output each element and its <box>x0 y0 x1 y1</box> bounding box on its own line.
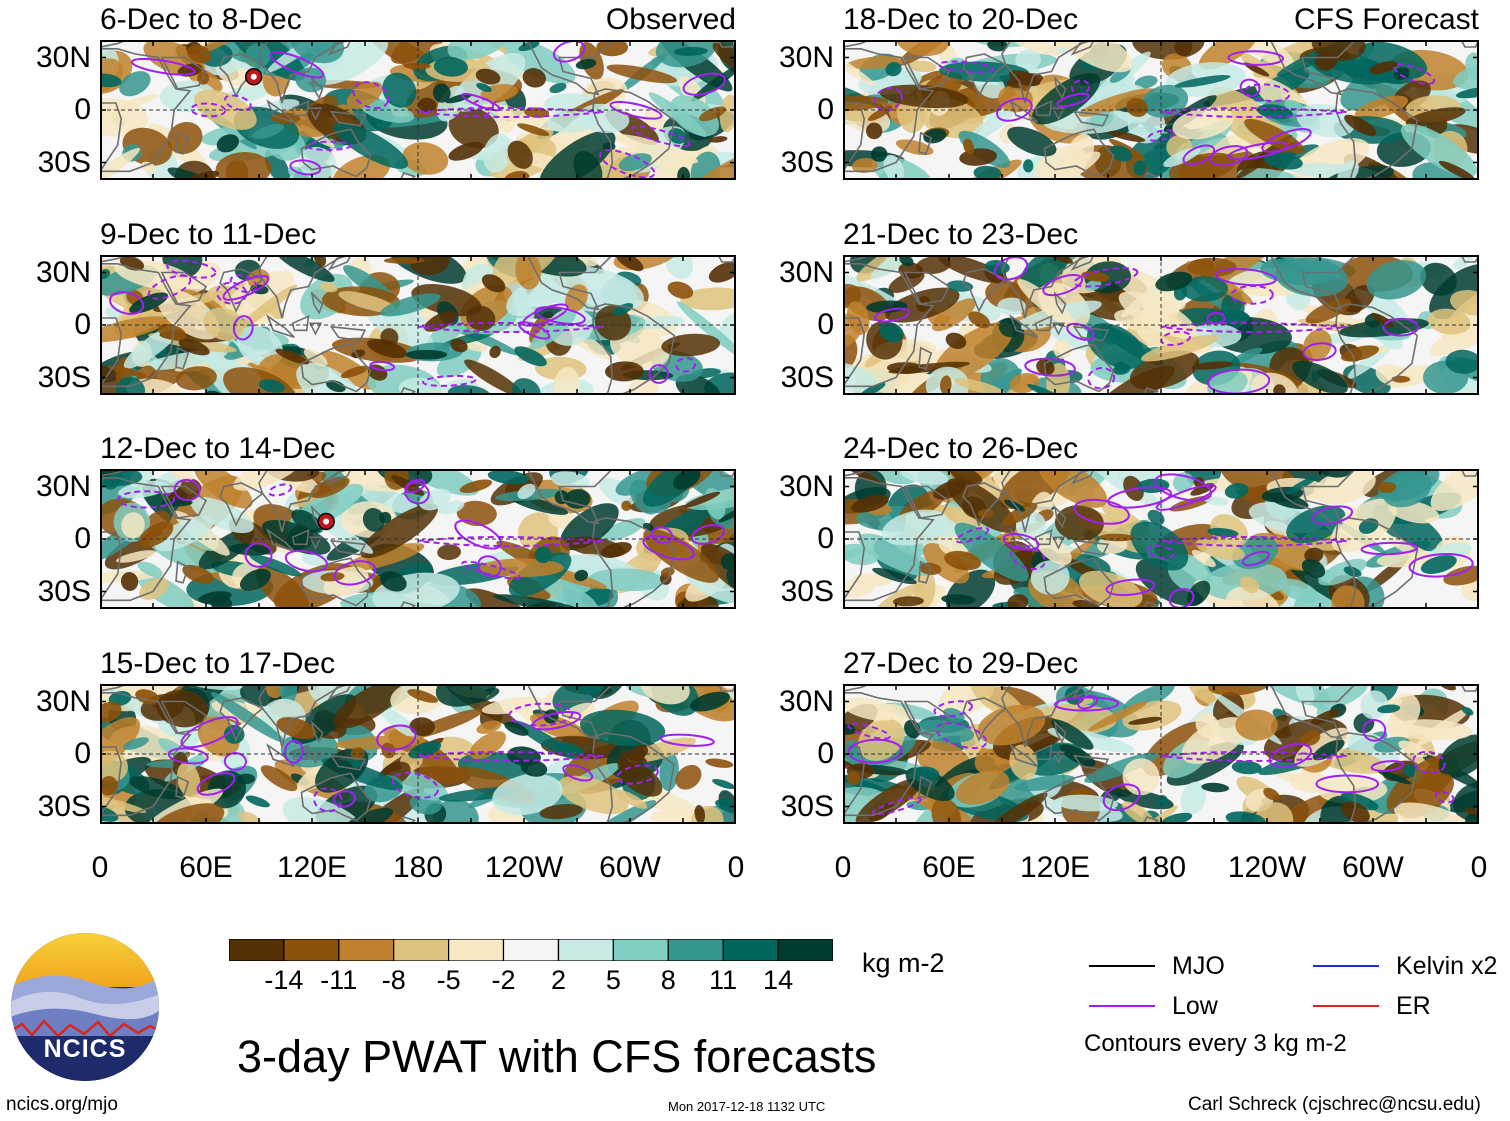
y-tick-label: 0 <box>817 737 834 770</box>
colorbar-tick-label: -8 <box>381 965 406 995</box>
colorbar-tick-label: -2 <box>491 965 516 995</box>
y-tick-label: 30N <box>778 255 834 289</box>
y-tick-label: 0 <box>74 93 91 126</box>
x-tick-label: 180 <box>392 851 444 884</box>
x-tick-label: 60W <box>1342 851 1404 884</box>
footer-credit: Carl Schreck (cjschrec@ncsu.edu) <box>1188 1094 1481 1115</box>
map-panel-2 <box>100 255 736 395</box>
y-tick-label: 30S <box>37 145 91 179</box>
colorbar-swatch <box>722 938 779 962</box>
ncics-logo-graphic <box>11 933 159 1081</box>
y-tick-label: 30N <box>35 469 91 503</box>
legend-line <box>1313 965 1379 967</box>
colorbar-swatch <box>228 938 285 962</box>
colorbar-tick-label: 8 <box>660 965 676 995</box>
y-tick-label: 30S <box>37 789 91 823</box>
colorbar-swatch <box>283 938 340 962</box>
colorbar-swatch <box>338 938 395 962</box>
x-tick-label: 0 <box>727 851 745 884</box>
colorbar-units: kg m-2 <box>862 948 945 978</box>
colorbar-swatch <box>557 938 615 962</box>
x-tick-label: 180 <box>1135 851 1187 884</box>
ncics-logo: NCICS <box>10 932 160 1082</box>
y-tick-label: 30N <box>35 255 91 289</box>
y-tick-label: 30S <box>780 145 834 179</box>
y-tick-label: 30S <box>780 574 834 608</box>
y-tick-label: 30N <box>778 469 834 503</box>
panel-period-title: 18-Dec to 20-Dec <box>843 3 1079 36</box>
y-tick-label: 30S <box>37 574 91 608</box>
panel-period-title: 6-Dec to 8-Dec <box>100 3 302 36</box>
y-tick-label: 0 <box>817 308 834 341</box>
y-tick-label: 0 <box>74 308 91 341</box>
x-tick-label: 60W <box>599 851 661 884</box>
legend-line <box>1089 1005 1155 1007</box>
logo-text: NCICS <box>43 1035 127 1063</box>
y-tick-label: 30N <box>778 40 834 74</box>
y-tick-label: 0 <box>74 737 91 770</box>
panel-period-title: 24-Dec to 26-Dec <box>843 432 1079 465</box>
legend-label: ER <box>1396 992 1431 1020</box>
colorbar-tick-label: 2 <box>550 965 566 995</box>
y-tick-label: 30S <box>37 360 91 394</box>
y-tick-label: 0 <box>817 93 834 126</box>
colorbar-swatch <box>612 938 669 962</box>
panel-period-title: 27-Dec to 29-Dec <box>843 647 1079 680</box>
x-tick-label: 120W <box>484 851 564 884</box>
x-tick-label: 60E <box>922 851 976 884</box>
colorbar-swatch <box>393 938 450 962</box>
footer-timestamp: Mon 2017-12-18 1132 UTC <box>668 1099 826 1114</box>
y-tick-label: 30N <box>35 40 91 74</box>
legend-line <box>1089 965 1155 967</box>
colorbar-swatch <box>667 938 724 962</box>
y-tick-label: 0 <box>74 522 91 555</box>
legend-label: Kelvin x2 <box>1396 952 1498 980</box>
legend-label: Low <box>1172 992 1218 1020</box>
y-tick-label: 30N <box>778 684 834 718</box>
panel-period-title: 21-Dec to 23-Dec <box>843 218 1079 251</box>
map-panel-1 <box>100 40 736 180</box>
colorbar-swatch <box>448 938 505 962</box>
legend-label: MJO <box>1172 952 1225 980</box>
x-tick-label: 120E <box>276 851 348 884</box>
colorbar-graphic <box>228 938 834 962</box>
colorbar-tick-label: 11 <box>709 965 738 995</box>
chart-title: 3-day PWAT with CFS forecasts <box>237 1031 877 1082</box>
colorbar <box>228 938 834 962</box>
colorbar-tick-label: -11 <box>320 965 358 995</box>
map-panel-5 <box>843 40 1479 180</box>
map-panel-4 <box>100 684 736 824</box>
colorbar-tick-label: 14 <box>763 965 794 995</box>
colorbar-swatch <box>502 938 560 962</box>
contour-note: Contours every 3 kg m-2 <box>1084 1030 1347 1057</box>
x-tick-label: 0 <box>834 851 852 884</box>
colorbar-tick-label: 5 <box>605 965 621 995</box>
panel-period-title: 12-Dec to 14-Dec <box>100 432 336 465</box>
x-tick-label: 120E <box>1019 851 1091 884</box>
column-header: CFS Forecast <box>1293 3 1479 36</box>
map-panel-7 <box>843 469 1479 609</box>
y-tick-label: 30S <box>780 789 834 823</box>
x-tick-label: 0 <box>1470 851 1488 884</box>
y-tick-label: 0 <box>817 522 834 555</box>
colorbar-swatch <box>777 938 834 962</box>
y-tick-label: 30N <box>35 684 91 718</box>
panel-period-title: 9-Dec to 11-Dec <box>100 218 317 251</box>
panel-period-title: 15-Dec to 17-Dec <box>100 647 336 680</box>
column-header: Observed <box>605 3 736 36</box>
x-tick-label: 0 <box>91 851 109 884</box>
map-panel-8 <box>843 684 1479 824</box>
map-panel-6 <box>843 255 1479 395</box>
legend-line <box>1313 1005 1379 1007</box>
y-tick-label: 30S <box>780 360 834 394</box>
colorbar-tick-label: -14 <box>264 965 304 995</box>
footer-url[interactable]: ncics.org/mjo <box>6 1094 118 1115</box>
map-panel-3 <box>100 469 736 609</box>
x-tick-label: 60E <box>179 851 233 884</box>
colorbar-tick-label: -5 <box>436 965 461 995</box>
x-tick-label: 120W <box>1227 851 1307 884</box>
storm-marker <box>244 68 263 86</box>
storm-marker <box>317 512 335 531</box>
